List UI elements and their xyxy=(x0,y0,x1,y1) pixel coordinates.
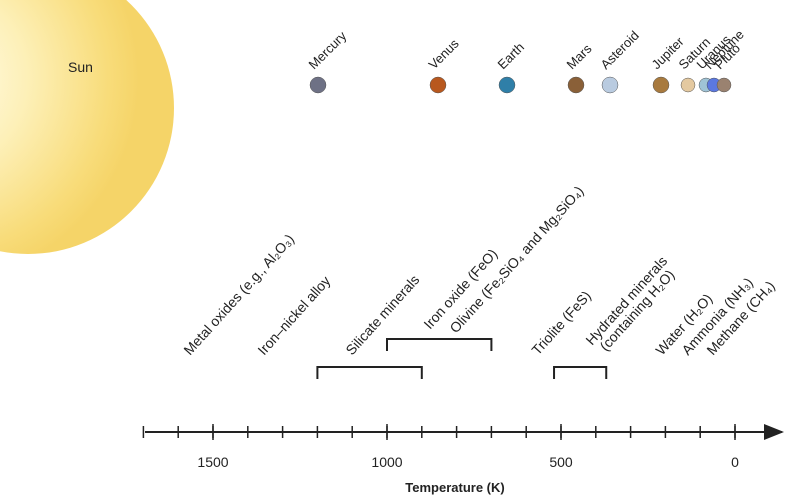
sun-label: Sun xyxy=(68,59,93,75)
planet-label: Venus xyxy=(426,36,463,73)
material-label: Triolite (FeS) xyxy=(528,288,594,358)
diagram: Sun Temperature (K) 1500 1000 500 0 Mercury V… xyxy=(0,0,788,498)
planet xyxy=(681,78,695,92)
axis-title: Temperature (K) xyxy=(405,480,504,495)
sun xyxy=(0,0,174,254)
planet xyxy=(499,77,515,93)
planet xyxy=(717,78,731,92)
tick-label: 1000 xyxy=(371,454,402,470)
planet xyxy=(568,77,584,93)
planet-label: Asteroid xyxy=(598,28,642,72)
planet xyxy=(602,77,618,93)
temperature-range xyxy=(554,367,606,379)
temperature-range xyxy=(317,367,421,379)
tick-label: 1500 xyxy=(197,454,228,470)
temperature-range xyxy=(387,339,491,351)
planet xyxy=(653,77,669,93)
tick-label: 0 xyxy=(731,454,739,470)
material-label: Iron–nickel alloy xyxy=(254,273,333,358)
material-label: Silicate minerals xyxy=(342,272,422,358)
planet xyxy=(310,77,326,93)
tick-label: 500 xyxy=(549,454,573,470)
planet-label: Mars xyxy=(564,41,595,72)
planet xyxy=(430,77,446,93)
planet-label: Mercury xyxy=(306,28,350,72)
planet-label: Earth xyxy=(495,40,528,73)
